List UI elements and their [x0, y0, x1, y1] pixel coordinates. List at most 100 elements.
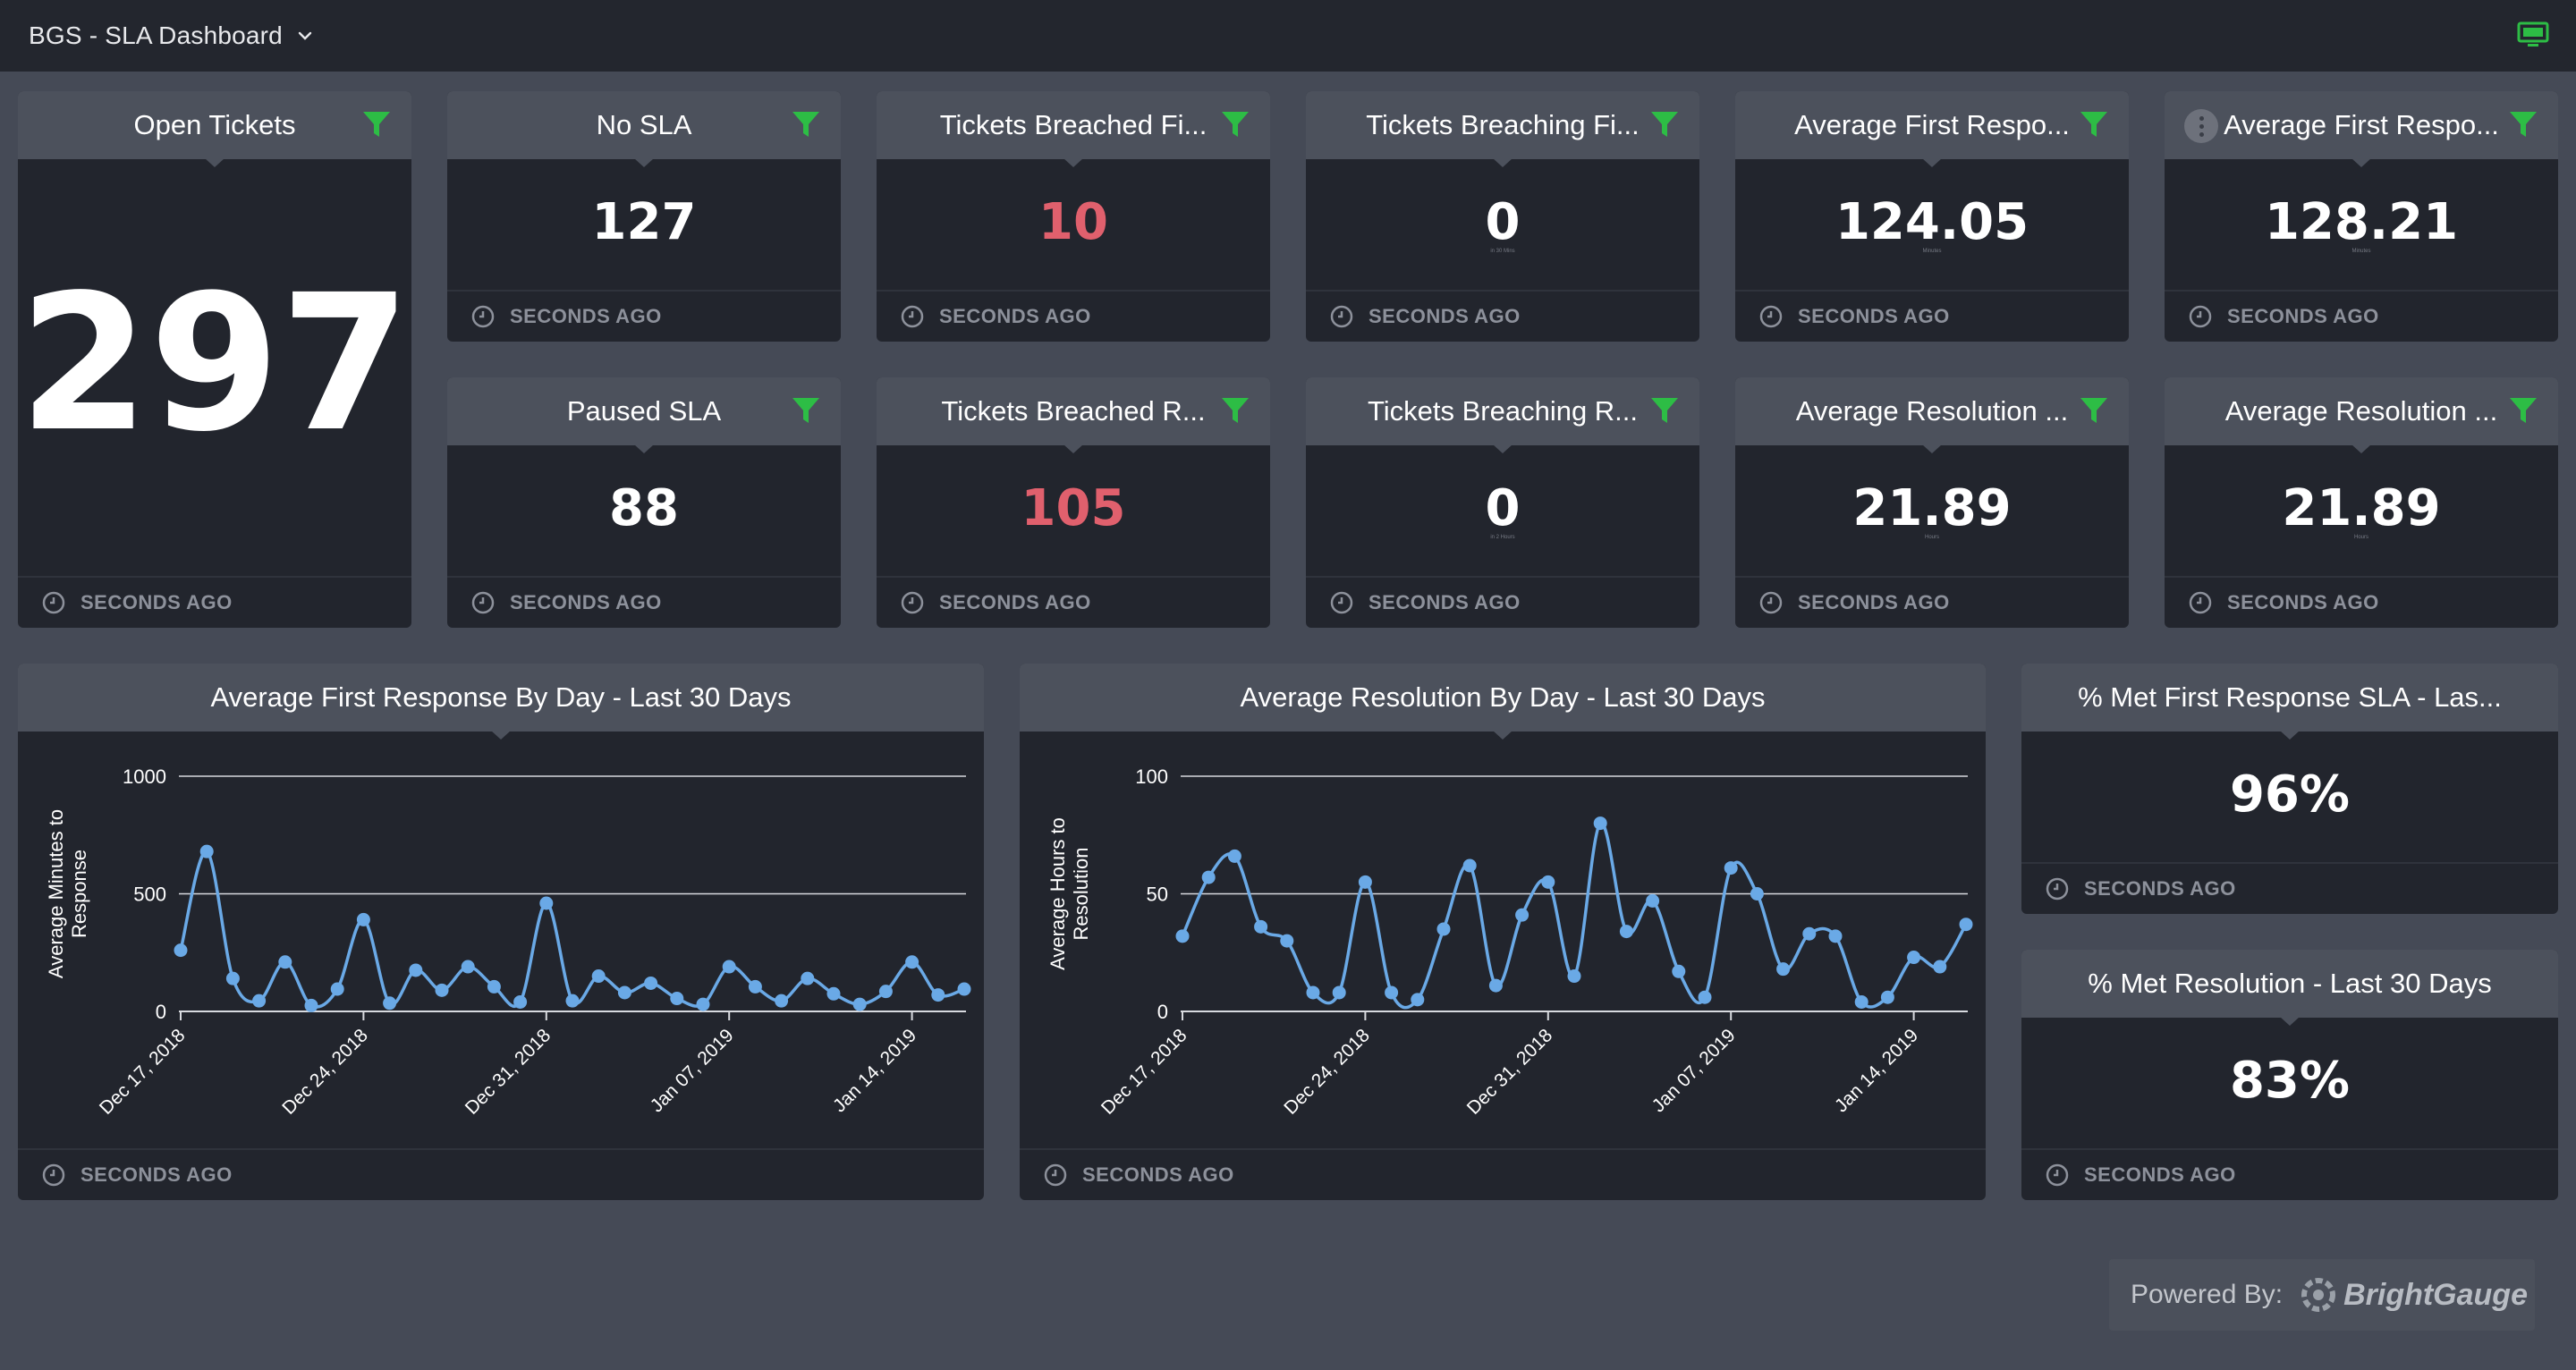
data-point [852, 997, 867, 1011]
y-axis-label-line: Average Minutes to [45, 809, 67, 978]
updated-label: SECONDS AGO [80, 1163, 233, 1186]
gauge-footer: SECONDS AGO [18, 576, 411, 628]
gauge-value: 124.05 [1835, 193, 2029, 251]
gauge-value: 21.89 [1852, 479, 2012, 537]
filter-icon[interactable] [1220, 109, 1250, 140]
filter-icon[interactable] [2508, 109, 2538, 140]
gauge-average-first-response-2[interactable]: Average First Respo... 128.21 Minutes SE… [2165, 91, 2558, 342]
updated-label: SECONDS AGO [1368, 305, 1521, 327]
filter-icon[interactable] [2079, 395, 2109, 426]
gauge-average-resolution-1[interactable]: Average Resolution ... 21.89 Hours SECON… [1735, 377, 2129, 628]
y-axis-label: Average Minutes toResponse [45, 809, 90, 978]
gauge-no-sla[interactable]: No SLA 127 SECONDS AGO [447, 91, 841, 342]
updated-label: SECONDS AGO [2227, 305, 2379, 327]
data-point [487, 979, 501, 994]
gauge-value: 21.89 [2282, 479, 2441, 537]
data-point [1698, 990, 1712, 1004]
y-tick-label: 0 [1157, 1001, 1168, 1023]
gauge-value: 105 [1021, 479, 1126, 537]
dashboard-title[interactable]: BGS - SLA Dashboard [29, 21, 283, 49]
data-point [435, 983, 449, 997]
chart-resolution-by-day[interactable]: Average Resolution By Day - Last 30 Days… [1020, 664, 1986, 1200]
filter-icon[interactable] [1220, 395, 1250, 426]
gauge-title: No SLA [447, 91, 841, 167]
data-point [826, 986, 841, 1001]
powered-by-badge[interactable]: Powered By: BrightGauge [2109, 1259, 2535, 1331]
data-point [1462, 858, 1477, 873]
updated-label: SECONDS AGO [1082, 1163, 1234, 1186]
data-point [748, 979, 762, 994]
gauge-footer: SECONDS AGO [447, 576, 841, 628]
data-point [383, 996, 397, 1011]
data-point [957, 982, 971, 996]
data-point [1646, 893, 1660, 908]
data-point [225, 971, 240, 985]
data-point [1854, 994, 1868, 1009]
chevron-down-icon[interactable] [295, 26, 315, 46]
filter-icon[interactable] [791, 109, 821, 140]
y-tick-label: 100 [1135, 765, 1168, 788]
clock-icon [1759, 591, 1783, 614]
data-point [1254, 919, 1268, 934]
gauge-title: Tickets Breached R... [877, 377, 1270, 453]
gauge-met-first-response-sla[interactable]: % Met First Response SLA - Las... 96% SE… [2021, 664, 2558, 914]
data-point [1828, 929, 1843, 943]
data-point [330, 982, 344, 996]
filter-icon[interactable] [361, 109, 392, 140]
gauge-title: % Met Resolution - Last 30 Days [2021, 950, 2558, 1026]
gauge-title: % Met First Response SLA - Las... [2021, 664, 2558, 740]
clock-icon [901, 591, 924, 614]
filter-icon[interactable] [2508, 395, 2538, 426]
gauge-footer: SECONDS AGO [2165, 576, 2558, 628]
gauge-tickets-breached-first[interactable]: Tickets Breached Fi... 10 SECONDS AGO [877, 91, 1270, 342]
updated-label: SECONDS AGO [2084, 877, 2236, 900]
updated-label: SECONDS AGO [1368, 591, 1521, 613]
data-point [878, 985, 893, 999]
data-point [1436, 922, 1451, 936]
chart-title: Average First Response By Day - Last 30 … [18, 664, 984, 740]
data-point [1907, 951, 1921, 965]
chart-footer: SECONDS AGO [18, 1148, 984, 1200]
clock-icon [2189, 305, 2212, 328]
x-tick-label: Dec 24, 2018 [1280, 1025, 1374, 1119]
gauge-tickets-breaching-first[interactable]: Tickets Breaching Fi... 0 in 30 Mins SEC… [1306, 91, 1699, 342]
filter-icon[interactable] [2079, 109, 2109, 140]
data-point [905, 955, 919, 969]
monitor-icon[interactable] [2517, 21, 2549, 48]
filter-icon[interactable] [791, 395, 821, 426]
data-point [1880, 990, 1894, 1004]
gauge-unit: Hours [2353, 535, 2368, 540]
updated-label: SECONDS AGO [510, 591, 662, 613]
gauge-open-tickets[interactable]: Open Tickets 297 SECONDS AGO [18, 91, 411, 628]
gauge-footer: SECONDS AGO [2021, 1148, 2558, 1200]
gauge-tickets-breached-resolution[interactable]: Tickets Breached R... 105 SECONDS AGO [877, 377, 1270, 628]
y-tick-label: 1000 [123, 765, 166, 788]
filter-icon[interactable] [1649, 395, 1680, 426]
resolution-line-chart: Average Hours toResolution 0 50 100 Dec 17, … [1046, 765, 1973, 1119]
data-point [1280, 934, 1294, 948]
data-point [617, 985, 631, 1000]
gauge-average-first-response-1[interactable]: Average First Respo... 124.05 Minutes SE… [1735, 91, 2129, 342]
data-point [1933, 960, 1947, 974]
chart-first-response-by-day[interactable]: Average First Response By Day - Last 30 … [18, 664, 984, 1200]
updated-label: SECONDS AGO [2227, 591, 2379, 613]
gauge-unit: Minutes [2351, 249, 2371, 254]
more-options-icon[interactable] [2184, 109, 2218, 143]
filter-icon[interactable] [1649, 109, 1680, 140]
data-point [1619, 925, 1633, 939]
clock-icon [42, 1163, 65, 1187]
gauge-paused-sla[interactable]: Paused SLA 88 SECONDS AGO [447, 377, 841, 628]
data-point [278, 955, 292, 969]
data-point [1515, 908, 1530, 922]
data-point [1411, 993, 1425, 1007]
data-point [1567, 969, 1581, 984]
data-point [513, 994, 528, 1009]
data-point [565, 994, 580, 1008]
first-response-line-chart: Average Minutes toResponse 0 500 1000 Dec 17… [45, 765, 971, 1119]
gauge-value: 297 [18, 254, 411, 473]
gauge-met-resolution[interactable]: % Met Resolution - Last 30 Days 83% SECO… [2021, 950, 2558, 1200]
gauge-tickets-breaching-resolution[interactable]: Tickets Breaching R... 0 in 2 Hours SECO… [1306, 377, 1699, 628]
clock-icon [1330, 591, 1353, 614]
y-axis-label-line: Average Hours to [1046, 817, 1069, 970]
gauge-average-resolution-2[interactable]: Average Resolution ... 21.89 Hours SECON… [2165, 377, 2558, 628]
